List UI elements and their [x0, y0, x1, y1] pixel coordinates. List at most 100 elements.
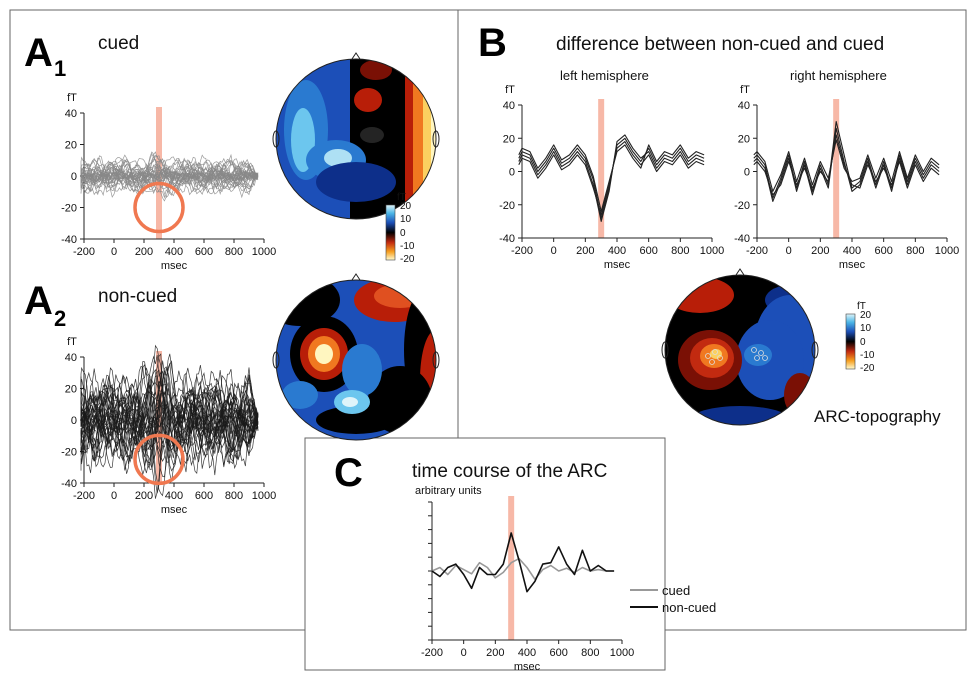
x-tick-label: 200	[135, 246, 153, 258]
x-tick-label: 800	[671, 245, 689, 257]
x-tick-label: 800	[225, 246, 243, 258]
x-tick-label: 400	[165, 246, 183, 258]
x-tick-label: 1000	[252, 490, 276, 502]
colorbar-b-unit: fT	[857, 301, 866, 312]
x-tick-label: 600	[195, 490, 213, 502]
sensor-trace	[80, 165, 259, 187]
sensor-trace	[80, 363, 259, 469]
sensor-trace	[80, 169, 259, 183]
x-axis-label: msec	[161, 260, 188, 272]
topomap-a2	[272, 273, 440, 441]
y-tick-label: -40	[499, 233, 515, 245]
series-line	[518, 134, 705, 222]
y-tick-label: -20	[499, 200, 515, 212]
panel-a1-title: cued	[98, 33, 139, 54]
x-axis-label: msec	[604, 259, 631, 271]
panel-c-title: time course of the ARC	[412, 461, 607, 482]
colorbar-a-tick: -20	[400, 254, 415, 265]
series-line	[431, 532, 615, 593]
sensor-trace	[80, 165, 259, 187]
x-tick-label: 400	[518, 647, 536, 659]
highlight-band	[833, 99, 840, 238]
x-tick-label: 0	[461, 647, 467, 659]
sensor-trace	[80, 391, 259, 446]
x-tick-label: -200	[73, 246, 95, 258]
colorbar-a: fT 20 10 0 -10 -20	[385, 192, 415, 265]
x-tick-label: 800	[906, 245, 924, 257]
y-tick-label: 0	[509, 167, 515, 179]
colorbar-a-tick: 10	[400, 214, 412, 225]
x-tick-label: 1000	[935, 245, 959, 257]
y-tick-label: -20	[61, 203, 77, 215]
x-tick-label: -200	[73, 490, 95, 502]
y-tick-label: -40	[61, 478, 77, 490]
y-tick-label: 40	[503, 100, 515, 112]
y-tick-label: 0	[71, 171, 77, 183]
panel-a1-letter: A	[24, 31, 53, 75]
y-axis-label: fT	[67, 92, 77, 104]
colorbar-b-tick: -20	[860, 363, 875, 374]
sensor-trace	[80, 344, 259, 482]
sensor-trace	[80, 367, 259, 478]
panel-c-frame	[304, 437, 666, 671]
panel-b-frame	[457, 9, 967, 631]
x-tick-label: 400	[843, 245, 861, 257]
x-tick-label: 400	[165, 490, 183, 502]
panel-b-left-title: left hemisphere	[560, 68, 649, 83]
topomap-arc	[661, 268, 819, 426]
colorbar-b-tick: 10	[860, 323, 872, 334]
colorbar-a-tick: -10	[400, 241, 415, 252]
x-tick-label: 200	[811, 245, 829, 257]
panel-b-right-title: right hemisphere	[790, 68, 887, 83]
y-tick-label: -40	[61, 234, 77, 246]
x-tick-label: 200	[576, 245, 594, 257]
series-line	[753, 121, 940, 199]
y-tick-label: -40	[734, 233, 750, 245]
x-tick-label: -200	[746, 245, 768, 257]
panel-a1-subscript: 1	[54, 56, 66, 81]
legend-label: cued	[662, 583, 690, 598]
legend-label: non-cued	[662, 600, 716, 615]
colorbar-b: fT 20 10 0 -10 -20	[845, 301, 875, 374]
series-line	[753, 139, 940, 192]
series-line	[518, 141, 705, 216]
x-tick-label: 600	[639, 245, 657, 257]
panel-a2-title: non-cued	[98, 286, 177, 307]
x-axis-label: msec	[514, 661, 541, 673]
panel-a2-subscript: 2	[54, 306, 66, 331]
y-tick-label: 40	[65, 352, 77, 364]
series-line	[753, 134, 940, 196]
chart-c: -200 0 200 400 600 800 1000 msec arbitrary units…	[415, 485, 716, 673]
x-tick-label: 200	[135, 490, 153, 502]
x-tick-label: 0	[551, 245, 557, 257]
x-tick-label: 0	[111, 490, 117, 502]
sensor-trace	[80, 353, 259, 499]
y-tick-label: 0	[744, 167, 750, 179]
x-tick-label: 1000	[252, 246, 276, 258]
panel-c-letter: C	[334, 451, 363, 495]
x-tick-label: 1000	[700, 245, 724, 257]
highlight-band	[508, 496, 515, 640]
y-tick-label: -20	[61, 447, 77, 459]
y-tick-label: 40	[738, 100, 750, 112]
colorbar-b-tick: 20	[860, 310, 872, 321]
x-tick-label: 600	[195, 246, 213, 258]
colorbar-a-tick: 0	[400, 228, 406, 239]
series-line	[753, 127, 940, 202]
x-axis-label: msec	[839, 259, 866, 271]
sensor-trace	[80, 168, 259, 185]
sensor-trace	[80, 405, 259, 436]
x-axis-label: msec	[161, 504, 188, 516]
x-tick-label: 0	[111, 246, 117, 258]
y-axis-label: fT	[505, 84, 515, 96]
x-tick-label: 800	[225, 490, 243, 502]
highlight-circle	[133, 433, 185, 486]
sensor-trace	[80, 160, 259, 190]
series-line	[431, 557, 615, 581]
series-line	[518, 144, 705, 212]
highlight-circle	[133, 181, 185, 234]
